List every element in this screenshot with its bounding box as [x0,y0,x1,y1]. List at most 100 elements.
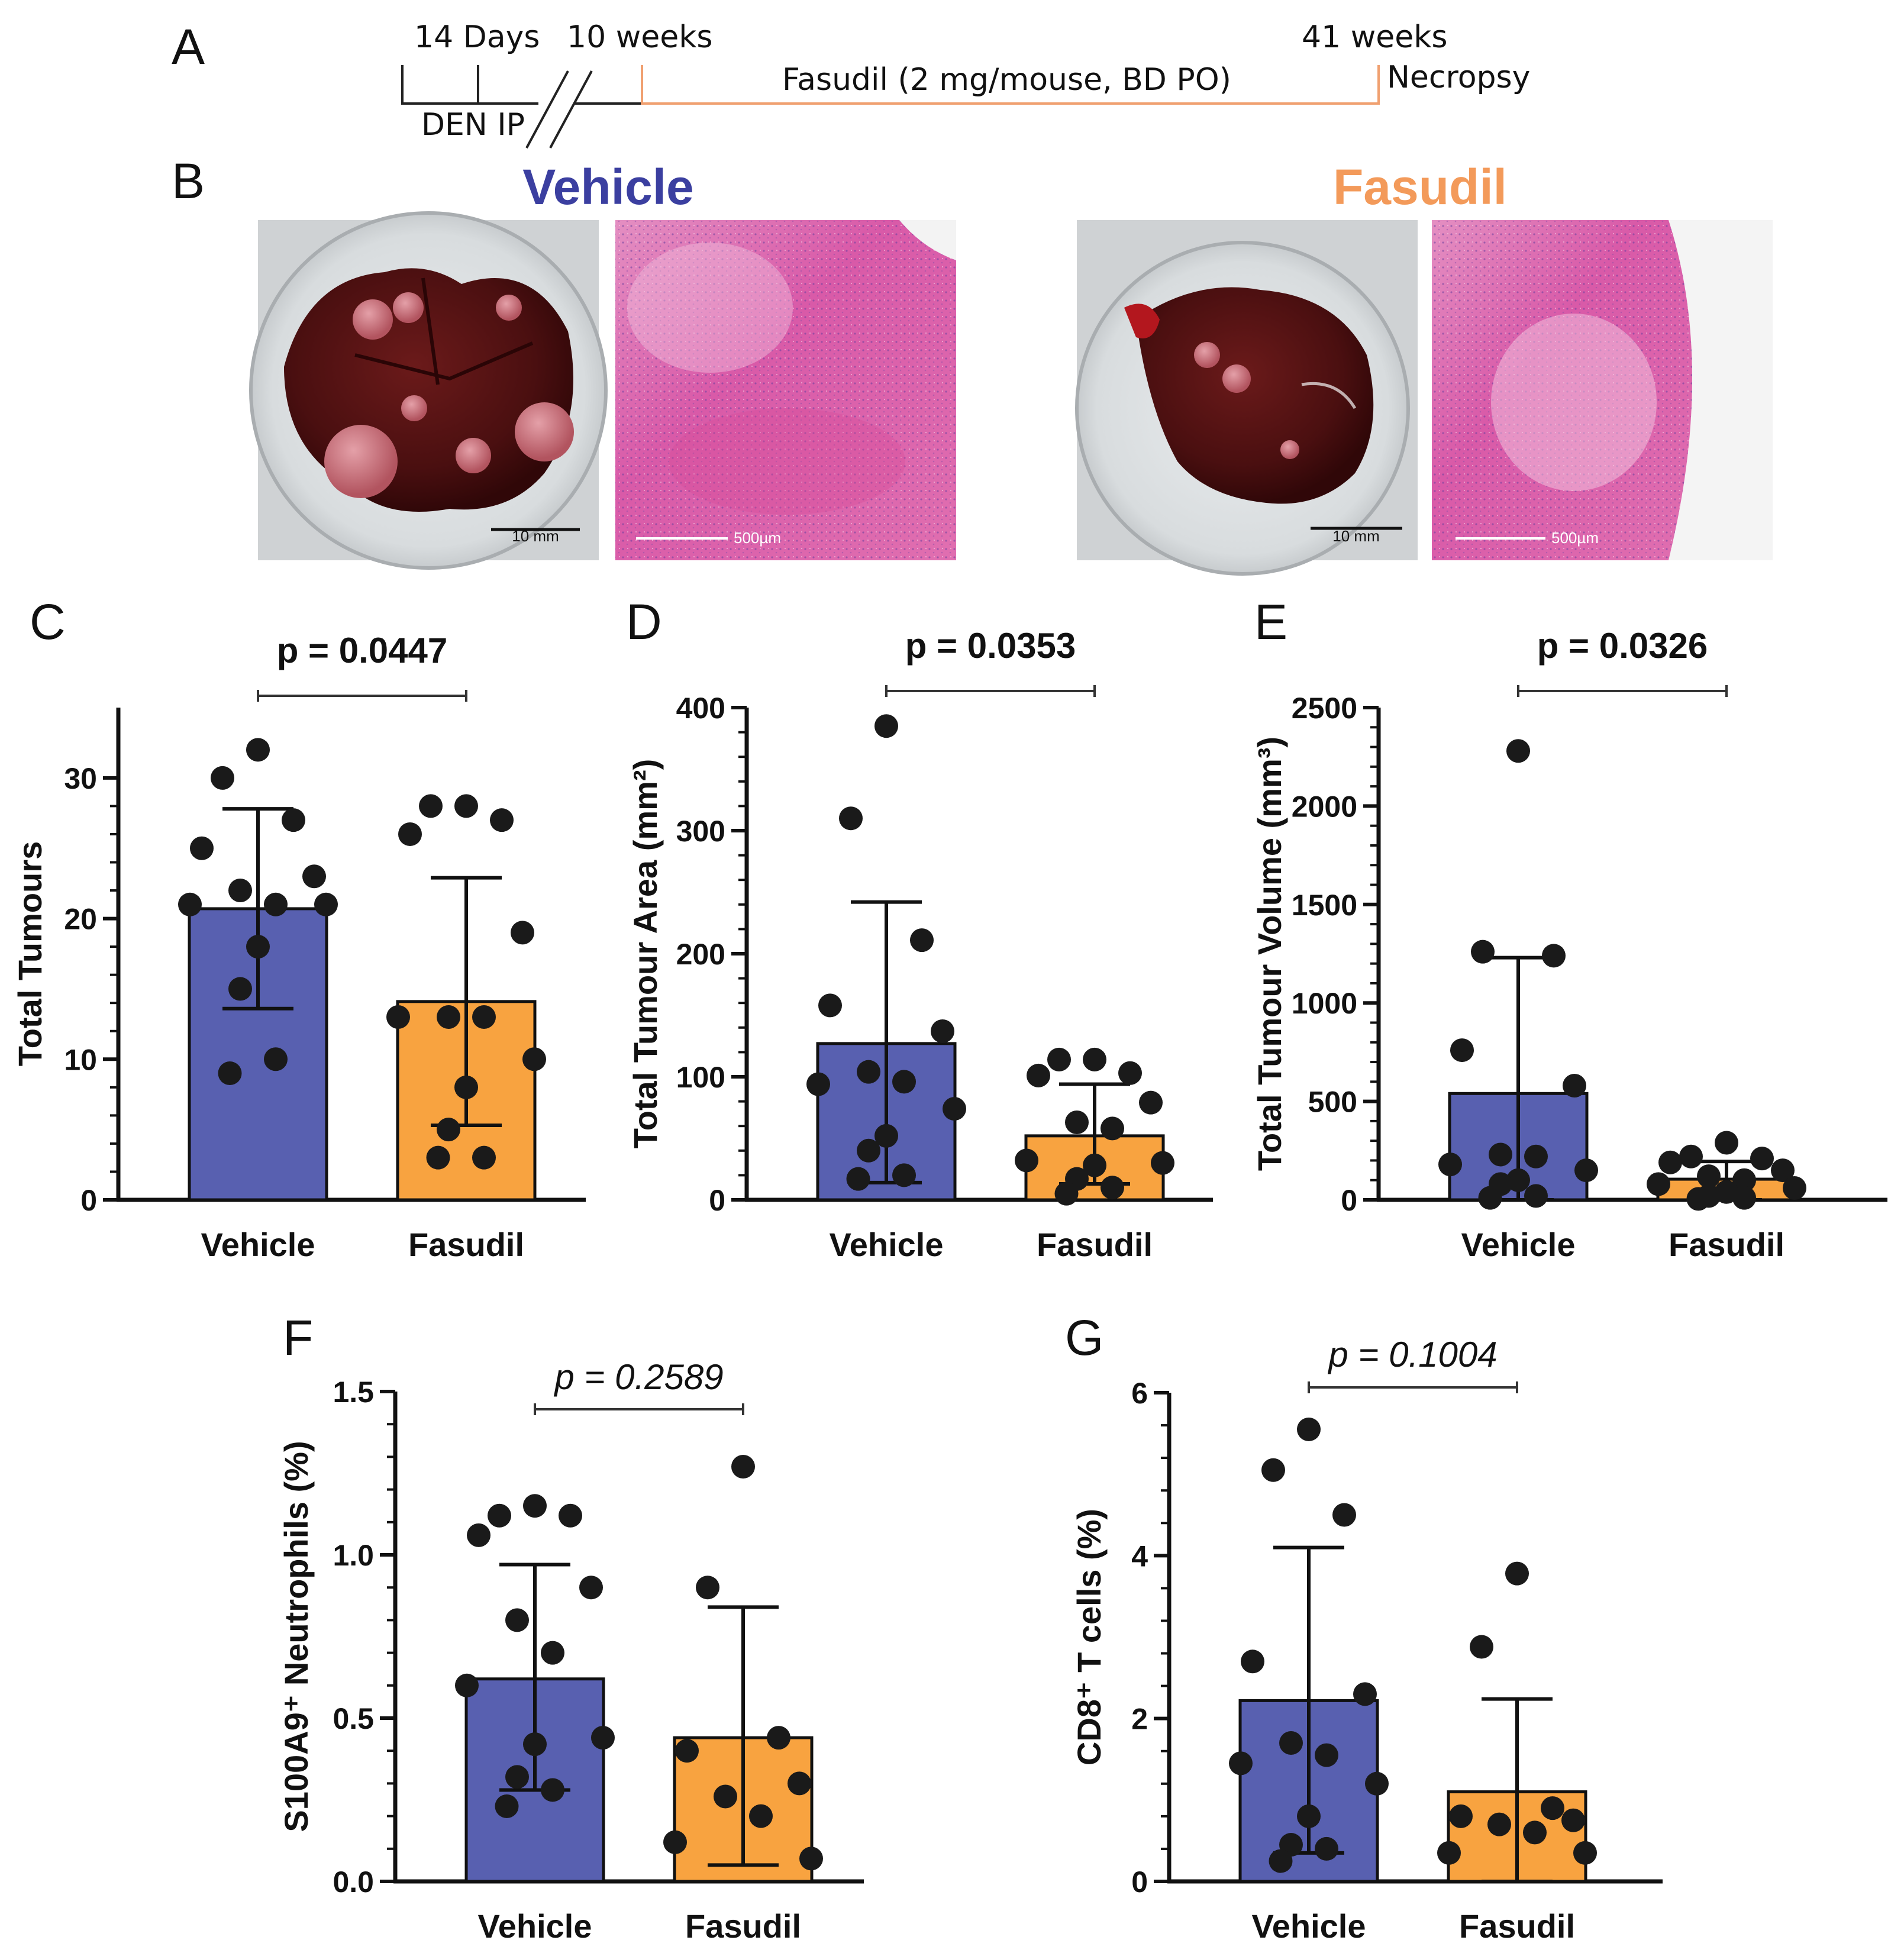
data-point-vehicle [818,993,842,1018]
fasudil-histo-scale: 500µm [1551,529,1599,547]
data-point-fasudil [1573,1841,1597,1865]
data-point-fasudil [1083,1047,1106,1071]
y-tick-label: 1.0 [333,1539,374,1572]
data-point-vehicle [1542,944,1566,968]
data-point-vehicle [505,1608,529,1632]
timeline-treatment-label: Fasudil (2 mg/mouse, BD PO) [782,62,1231,98]
vehicle-liver-photo: 10 mm [249,211,608,570]
p-value: p = 0.2589 [553,1357,723,1397]
data-point-fasudil [1065,1110,1089,1134]
y-axis-label: Total Tumours [11,841,49,1067]
panel-letter-d: D [626,594,662,650]
data-point-fasudil [1647,1172,1670,1196]
data-point-fasudil [437,1118,460,1142]
y-tick-label: 500 [1308,1086,1357,1119]
data-point-vehicle [523,1494,547,1518]
data-point-fasudil [1732,1186,1756,1210]
data-point-vehicle [228,879,252,903]
data-point-fasudil [663,1830,687,1854]
data-point-vehicle [1524,1184,1548,1208]
data-point-vehicle [1353,1682,1377,1706]
y-tick-label: 0.0 [333,1865,374,1899]
data-point-vehicle [1365,1771,1389,1796]
data-point-vehicle [591,1726,615,1750]
data-point-vehicle [264,1047,288,1071]
data-point-fasudil [767,1726,790,1750]
data-point-vehicle [1524,1144,1548,1168]
data-point-vehicle [1269,1849,1293,1873]
x-tick-label: Fasudil [1669,1226,1784,1263]
timeline-den-bracket [401,65,538,105]
data-point-fasudil [1771,1158,1795,1183]
y-tick-label: 1.5 [333,1376,374,1409]
timeline-den-label: DEN IP [421,107,525,143]
data-point-fasudil [696,1576,719,1600]
data-point-fasudil [1505,1561,1529,1586]
p-value: p = 0.0353 [905,626,1076,666]
data-point-fasudil [1750,1147,1774,1171]
fasudil-liver-scale: 10 mm [1332,527,1379,545]
data-point-vehicle [839,806,863,831]
data-point-fasudil [731,1454,755,1479]
chart-d: D 0 100 200 300 400 Total Tumour Area (mm²) Veh… [626,594,1213,1263]
data-point-vehicle [857,1138,880,1163]
panel-letter-e: E [1254,594,1287,650]
x-tick-label: Fasudil [1037,1226,1153,1263]
data-point-fasudil [1449,1804,1473,1828]
data-point-fasudil [1783,1176,1806,1200]
data-point-fasudil [1118,1061,1142,1085]
panel-letter-g: G [1065,1310,1103,1366]
data-point-vehicle [806,1072,830,1096]
data-point-vehicle [228,977,252,1001]
timeline-days-label: 14 Days [414,20,540,55]
timeline-week10-label: 10 weeks [567,20,712,55]
data-point-fasudil [1561,1808,1585,1832]
data-point-vehicle [505,1765,529,1789]
data-point-fasudil [1697,1164,1721,1189]
data-point-fasudil [472,1005,496,1029]
data-point-fasudil [1101,1176,1124,1200]
vehicle-title: Vehicle [522,159,694,215]
data-point-vehicle [1229,1751,1253,1776]
data-point-fasudil [1523,1820,1547,1845]
fasudil-liver-photo: 10 mm [1075,220,1418,576]
data-point-vehicle [1438,1153,1462,1177]
data-point-vehicle [302,864,326,889]
data-point-fasudil [1732,1168,1756,1192]
data-point-vehicle [1315,1743,1338,1767]
data-point-vehicle [943,1097,966,1121]
p-value: p = 0.0447 [277,631,448,670]
data-point-fasudil [1686,1187,1711,1211]
y-axis-label: S100A9⁺ Neutrophils (%) [277,1441,315,1832]
data-point-fasudil [749,1804,773,1828]
data-point-vehicle [910,928,934,953]
data-point-fasudil [1470,1635,1493,1659]
data-point-vehicle [282,808,305,832]
data-point-vehicle [874,714,898,738]
y-tick-label: 400 [676,692,725,725]
data-point-vehicle [559,1503,582,1528]
data-point-fasudil [454,794,478,818]
data-point-fasudil [1139,1090,1163,1115]
data-point-vehicle [1241,1649,1264,1674]
data-point-vehicle [488,1503,511,1528]
y-tick-label: 0.5 [333,1702,374,1735]
data-point-fasudil [386,1005,410,1029]
x-tick-label: Fasudil [1459,1907,1575,1945]
panel-a: A 14 Days 10 weeks 41 weeks DEN IP Fasud… [172,19,1530,149]
panel-letter-f: F [283,1310,313,1366]
data-point-fasudil [490,808,514,832]
data-point-vehicle [264,892,288,916]
data-point-vehicle [467,1523,490,1547]
data-point-vehicle [1506,739,1530,763]
vehicle-liver-scale: 10 mm [512,527,559,545]
data-point-vehicle [541,1778,564,1802]
data-point-vehicle [892,1070,916,1094]
y-tick-label: 100 [676,1061,725,1094]
data-point-fasudil [1101,1116,1124,1141]
y-tick-label: 2000 [1292,790,1357,823]
chart-f: F 0.0 0.5 1.0 1.5 S100A9⁺ Neutrophils (%) Vehi… [277,1310,864,1945]
fasudil-title: Fasudil [1333,159,1507,215]
data-point-fasudil [1541,1796,1564,1820]
